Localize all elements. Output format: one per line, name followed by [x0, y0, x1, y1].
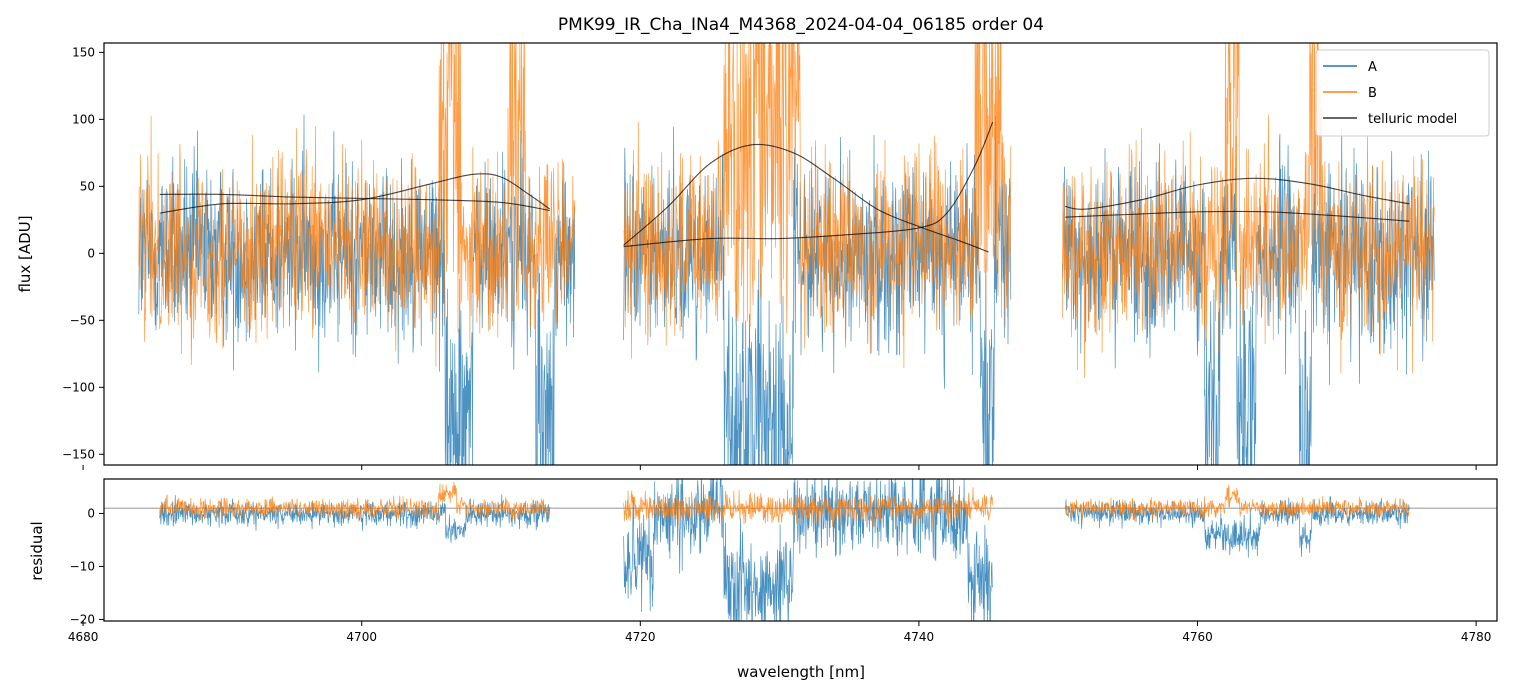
legend-label-b: B [1368, 86, 1377, 101]
x-tick-label: 4740 [904, 630, 935, 644]
y-tick-label: 0 [87, 246, 95, 260]
y-tick-label: −150 [62, 447, 95, 461]
telluric-model-curve-4 [623, 121, 994, 248]
residual-y-axis-label: residual [28, 521, 46, 580]
spectrum-b-segment-3 [1062, 43, 1435, 378]
residual-b-segment-3 [1064, 484, 1410, 522]
telluric-model-curve-2 [159, 173, 551, 214]
flux-data-layer [138, 43, 1435, 465]
y-tick-label: 0 [87, 506, 95, 520]
flux-y-axis-label: flux [ADU] [16, 215, 34, 292]
chart-title: PMK99_IR_Cha_INa4_M4368_2024-04-04_06185… [558, 15, 1044, 35]
y-tick-label: −50 [70, 313, 95, 327]
y-tick-label: −10 [70, 559, 95, 573]
y-tick-label: 100 [72, 112, 95, 126]
y-tick-label: 50 [80, 179, 95, 193]
flux-panel: −150 −100 −50 0 50 100 150 flux [ADU] A B tell… [16, 42, 1498, 470]
telluric-model-curve-3 [623, 143, 989, 253]
x-tick-label: 4680 [68, 630, 99, 644]
legend-label-telluric: telluric model [1368, 112, 1457, 127]
y-tick-label: 150 [72, 45, 95, 59]
residual-x-ticks: 4680 4700 4720 4740 4760 4780 [68, 621, 1492, 644]
residual-y-ticks: −20 −10 0 [70, 506, 104, 626]
x-tick-label: 4700 [346, 630, 377, 644]
residual-panel: −20 −10 0 4680 4700 4720 4740 4760 4780 residua… [28, 478, 1498, 681]
residual-b-segment-2 [623, 487, 994, 529]
flux-axes-frame [103, 42, 1498, 466]
legend-label-a: A [1368, 60, 1377, 75]
residual-plot-area [104, 479, 1497, 621]
spectrum-a-segment-2 [623, 115, 1012, 465]
flux-y-ticks: −150 −100 −50 0 50 100 150 [62, 45, 104, 461]
telluric-model-curve-1 [159, 193, 550, 212]
y-tick-label: −20 [70, 612, 95, 626]
x-tick-label: 4720 [625, 630, 656, 644]
residual-data-layer [104, 479, 1497, 621]
x-tick-label: 4760 [1182, 630, 1213, 644]
spectrum-b-segment-1 [138, 43, 576, 367]
residual-axes-frame [103, 478, 1498, 622]
telluric-model-curve-5 [1065, 210, 1410, 222]
flux-x-ticks [82, 465, 1477, 470]
residual-b-segment-1 [159, 481, 551, 522]
x-axis-label: wavelength [nm] [737, 663, 865, 681]
x-tick-label: 4780 [1461, 630, 1492, 644]
y-tick-label: −100 [62, 380, 95, 394]
legend: A B telluric model [1315, 49, 1490, 137]
telluric-model-curve-6 [1065, 177, 1410, 210]
legend-box [1315, 49, 1490, 137]
